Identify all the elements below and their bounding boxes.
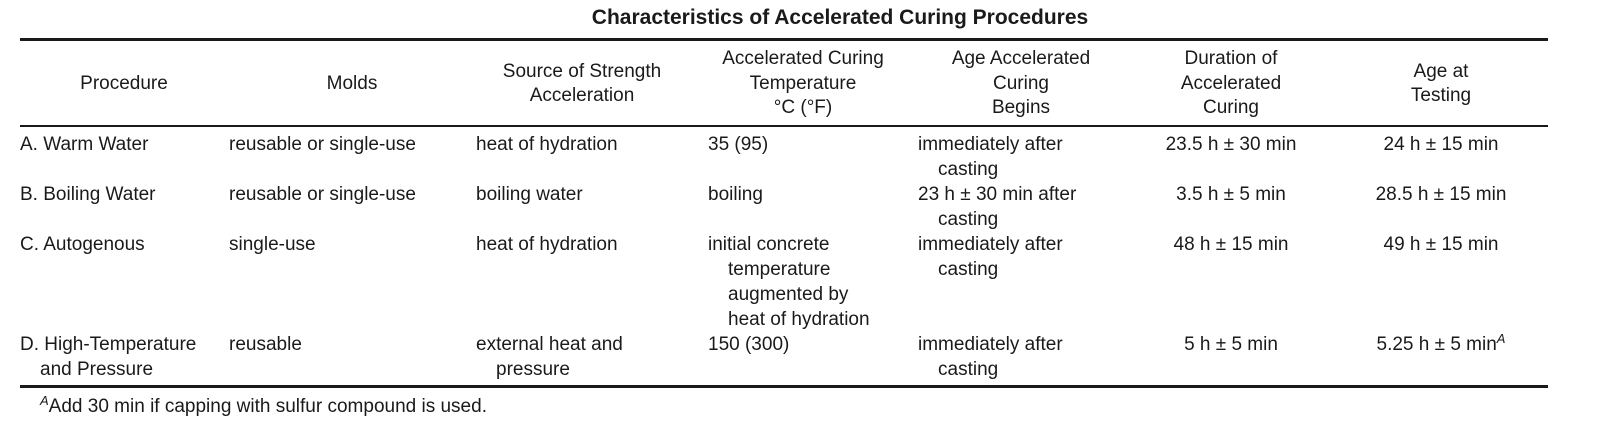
age-testing-value: 5.25 h ± 5 min [1376, 334, 1497, 355]
cell-line: heat of hydration [728, 309, 870, 330]
header-procedure: Procedure [80, 72, 168, 94]
cell-line: D. High-Temperature [20, 334, 197, 355]
cell-procedure: A. Warm Water [20, 132, 228, 157]
cell-line: casting [938, 259, 999, 280]
cell-line: augmented by [728, 284, 849, 305]
cell-source: heat of hydration [476, 132, 696, 157]
cell-age-testing: 5.25 h ± 5 minA [1341, 332, 1541, 357]
cell-age-begins: 23 h ± 30 min after casting [918, 182, 1123, 232]
cell-line: 35 (95) [708, 134, 769, 155]
age-testing-value: 49 h ± 15 min [1383, 234, 1499, 255]
cell-line: immediately after [918, 134, 1063, 155]
header-source: Source of Strength Acceleration [502, 60, 662, 107]
cell-procedure: B. Boiling Water [20, 182, 228, 207]
cell-line: casting [938, 209, 999, 230]
cell-temperature: boiling [708, 182, 913, 207]
cell-age-begins: immediately after casting [918, 232, 1123, 282]
cell-procedure: D. High-Temperature and Pressure [20, 332, 228, 382]
header-age-begins: Age Accelerated Curing Begins [951, 48, 1091, 119]
cell-age-testing: 28.5 h ± 15 min [1341, 182, 1541, 207]
cell-age-begins: immediately after casting [918, 132, 1123, 182]
cell-source: heat of hydration [476, 232, 696, 257]
footnote-marker: A [40, 393, 49, 408]
cell-line: 150 (300) [708, 334, 790, 355]
cell-line: boiling water [476, 184, 583, 205]
cell-molds: reusable or single-use [229, 184, 416, 205]
cell-temperature: initial concrete temperature augmented by h… [708, 232, 913, 332]
header-temperature: Accelerated Curing Temperature °C (°F) [722, 48, 884, 119]
cell-line: and Pressure [40, 359, 154, 380]
cell-procedure: C. Autogenous [20, 232, 228, 257]
cell-line: 23 h ± 30 min after [918, 184, 1077, 205]
cell-line: heat of hydration [476, 134, 618, 155]
cell-duration: 23.5 h ± 30 min [1165, 134, 1297, 155]
header-duration: Duration of Accelerated Curing [1180, 48, 1282, 119]
cell-line: external heat and [476, 334, 623, 355]
bottom-rule [20, 385, 1548, 388]
header-age-testing: Age at Testing [1410, 60, 1472, 107]
cell-duration: 3.5 h ± 5 min [1176, 184, 1286, 205]
cell-source: boiling water [476, 182, 696, 207]
age-testing-value: 24 h ± 15 min [1383, 134, 1499, 155]
top-rule [20, 38, 1548, 41]
header-molds: Molds [326, 72, 378, 94]
cell-duration: 48 h ± 15 min [1173, 234, 1289, 255]
cell-temperature: 35 (95) [708, 132, 913, 157]
cell-molds: reusable [229, 334, 302, 355]
cell-duration: 5 h ± 5 min [1184, 334, 1278, 355]
table-footnote: AAdd 30 min if capping with sulfur compo… [40, 394, 487, 419]
cell-line: temperature [728, 259, 831, 280]
cell-age-testing: 24 h ± 15 min [1341, 132, 1541, 157]
cell-line: C. Autogenous [20, 234, 145, 255]
cell-source: external heat and pressure [476, 332, 696, 382]
cell-line: boiling [708, 184, 763, 205]
cell-age-begins: immediately after casting [918, 332, 1123, 382]
footnote-reference: A [1496, 331, 1506, 346]
cell-line: initial concrete [708, 234, 830, 255]
table-title: Characteristics of Accelerated Curing Pr… [591, 6, 1089, 29]
cell-temperature: 150 (300) [708, 332, 913, 357]
cell-line: heat of hydration [476, 234, 618, 255]
cell-line: casting [938, 159, 999, 180]
cell-line: immediately after [918, 334, 1063, 355]
age-testing-value: 28.5 h ± 15 min [1375, 184, 1507, 205]
cell-line: A. Warm Water [20, 134, 149, 155]
cell-line: pressure [496, 359, 570, 380]
cell-age-testing: 49 h ± 15 min [1341, 232, 1541, 257]
cell-line: immediately after [918, 234, 1063, 255]
cell-molds: reusable or single-use [229, 134, 416, 155]
cell-molds: single-use [229, 234, 316, 255]
cell-line: B. Boiling Water [20, 184, 156, 205]
footnote-text: Add 30 min if capping with sulfur compou… [48, 396, 487, 417]
cell-line: casting [938, 359, 999, 380]
header-rule [20, 125, 1548, 127]
